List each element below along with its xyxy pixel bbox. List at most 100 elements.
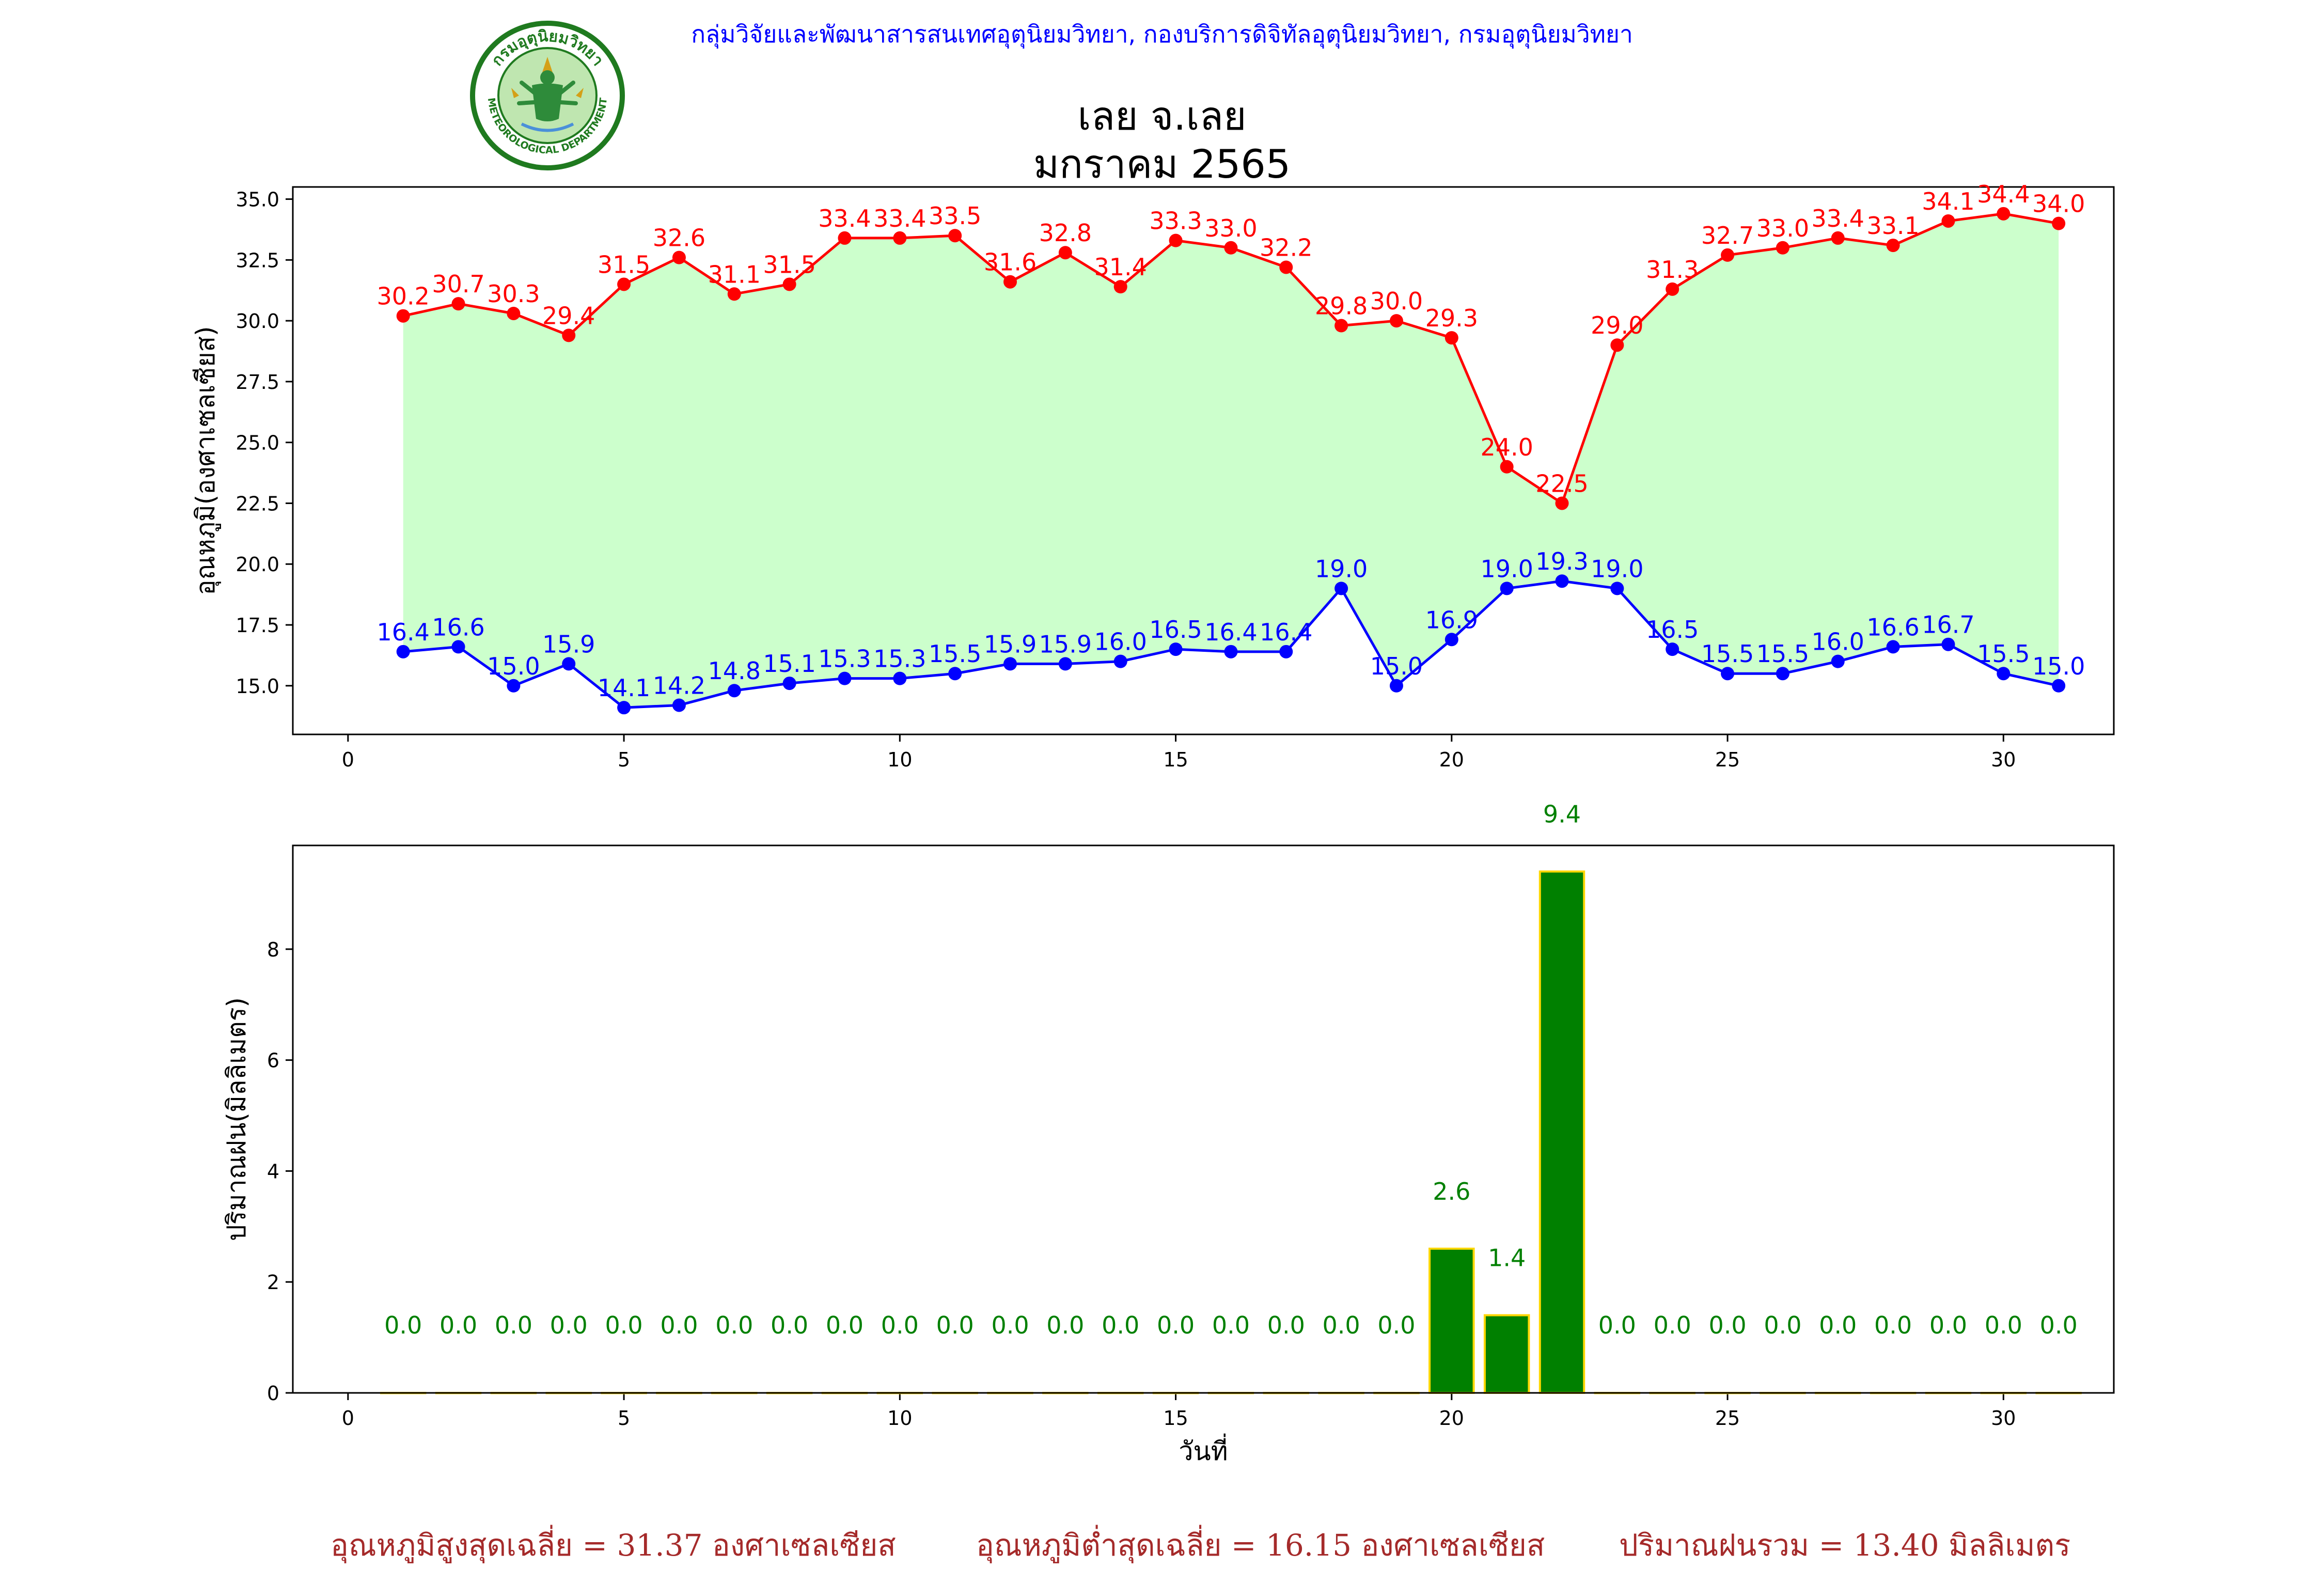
temp-ytick-label-6: 30.0 xyxy=(235,310,279,333)
rain-bar-20 xyxy=(1428,1247,1475,1394)
rain-label-27: 0.0 xyxy=(1819,1311,1857,1339)
temp-min-label-10: 15.3 xyxy=(873,645,926,673)
temp-max-point-22 xyxy=(1555,496,1569,510)
rain-xtick-label-2: 10 xyxy=(887,1407,912,1430)
temp-max-label-10: 33.4 xyxy=(873,205,926,232)
temp-max-label-20: 29.3 xyxy=(1425,304,1478,332)
temp-max-label-11: 33.5 xyxy=(929,202,981,230)
rain-label-14: 0.0 xyxy=(1102,1311,1139,1339)
rain-label-13: 0.0 xyxy=(1046,1311,1084,1339)
temp-max-label-18: 29.8 xyxy=(1315,292,1368,320)
temp-max-label-4: 29.4 xyxy=(542,302,595,330)
temp-min-point-22 xyxy=(1555,574,1569,588)
temp-max-point-21 xyxy=(1500,460,1514,474)
rain-xtick-label-0: 0 xyxy=(342,1407,354,1430)
temp-min-label-22: 19.3 xyxy=(1535,547,1588,575)
temp-min-label-24: 16.5 xyxy=(1646,616,1699,644)
temp-max-point-19 xyxy=(1389,314,1403,328)
rain-label-17: 0.0 xyxy=(1267,1311,1305,1339)
temp-max-label-22: 22.5 xyxy=(1535,469,1588,497)
rainfall-chart: 0 5 10 15 20 25 30 0 2 4 6 8 0.0 0.0 0.0 0.0 0.0 0.0 0.0 0.… xyxy=(222,800,2115,1466)
temp-max-point-5 xyxy=(617,277,631,291)
temp-min-label-21: 19.0 xyxy=(1480,555,1533,583)
temp-min-point-21 xyxy=(1500,582,1514,595)
rain-label-5: 0.0 xyxy=(605,1311,643,1339)
temp-max-label-2: 30.7 xyxy=(432,270,484,298)
avg-max-summary: อุณหภูมิสูงสุดเฉลี่ย = 31.37 องศาเซลเซีย… xyxy=(331,1528,896,1563)
temp-max-label-6: 32.6 xyxy=(653,224,705,252)
temp-min-point-16 xyxy=(1224,645,1238,658)
temp-max-point-15 xyxy=(1169,233,1183,247)
temp-min-label-4: 15.9 xyxy=(542,630,595,658)
temp-min-point-30 xyxy=(1997,667,2011,681)
rain-label-31: 0.0 xyxy=(2040,1311,2078,1339)
temp-min-point-1 xyxy=(396,645,410,658)
temp-fill-between xyxy=(403,213,2059,708)
temp-min-label-23: 19.0 xyxy=(1591,555,1643,583)
temp-max-point-30 xyxy=(1997,207,2011,221)
temp-min-point-29 xyxy=(1941,637,1955,651)
temp-max-point-9 xyxy=(838,231,852,245)
rain-label-21: 1.4 xyxy=(1488,1244,1526,1272)
temp-plot-frame xyxy=(292,186,2115,735)
rain-xtick-label-4: 20 xyxy=(1439,1407,1464,1430)
temp-max-point-24 xyxy=(1666,282,1679,296)
temp-min-label-13: 15.9 xyxy=(1039,630,1092,658)
temp-ylabel: อุณหภูมิ(องศาเซลเซียส) xyxy=(191,326,221,595)
temp-min-point-10 xyxy=(893,671,907,685)
avg-min-summary: อุณหภูมิต่ำสุดเฉลี่ย = 16.15 องศาเซลเซีย… xyxy=(976,1528,1545,1563)
temp-max-label-29: 34.1 xyxy=(1922,187,1974,215)
rain-ytick-label-4: 8 xyxy=(267,938,279,961)
temp-xtick-label-5: 25 xyxy=(1715,748,1740,771)
temp-ytick-label-8: 35.0 xyxy=(235,189,279,211)
temp-min-label-14: 16.0 xyxy=(1094,628,1147,656)
temp-max-point-16 xyxy=(1224,241,1238,255)
temp-min-point-25 xyxy=(1721,667,1735,681)
temp-min-point-17 xyxy=(1279,645,1293,658)
rain-bar-22 xyxy=(1538,870,1585,1394)
rain-ytick-label-3: 6 xyxy=(267,1049,279,1072)
temp-xtick-label-6: 30 xyxy=(1991,748,2016,771)
temp-min-label-5: 14.1 xyxy=(598,674,650,702)
temp-min-label-25: 15.5 xyxy=(1701,640,1754,668)
temp-max-point-29 xyxy=(1941,214,1955,228)
rain-label-24: 0.0 xyxy=(1654,1311,1691,1339)
temp-max-point-6 xyxy=(672,250,686,264)
temp-ytick-label-5: 27.5 xyxy=(235,371,279,394)
temp-max-label-14: 31.4 xyxy=(1094,253,1147,281)
temp-max-label-16: 33.0 xyxy=(1204,214,1257,242)
temp-min-label-27: 16.0 xyxy=(1812,628,1864,656)
rain-ytick-label-1: 2 xyxy=(267,1271,279,1294)
rain-label-16: 0.0 xyxy=(1212,1311,1250,1339)
temp-max-point-25 xyxy=(1721,248,1735,262)
temp-max-point-31 xyxy=(2052,216,2066,230)
temp-min-label-19: 15.0 xyxy=(1370,652,1423,680)
tmd-logo: กรมอุตุนิยมวิทยา METEOROLOGICAL DEPARTME… xyxy=(470,21,625,170)
rain-label-29: 0.0 xyxy=(1929,1311,1967,1339)
agency-header: กลุ่มวิจัยและพัฒนาสารสนเทศอุตุนิยมวิทยา,… xyxy=(691,20,1633,48)
rain-label-9: 0.0 xyxy=(826,1311,863,1339)
temp-min-label-20: 16.9 xyxy=(1425,606,1478,634)
temp-max-label-8: 31.5 xyxy=(763,250,815,278)
rain-label-11: 0.0 xyxy=(936,1311,974,1339)
temp-min-label-12: 15.9 xyxy=(984,630,1037,658)
rain-label-15: 0.0 xyxy=(1157,1311,1195,1339)
temp-min-point-11 xyxy=(948,667,962,681)
temp-max-point-4 xyxy=(562,328,576,342)
temp-max-point-28 xyxy=(1886,239,1900,253)
temp-min-point-19 xyxy=(1389,679,1403,693)
temp-max-point-14 xyxy=(1113,280,1127,294)
temp-max-label-21: 24.0 xyxy=(1480,433,1533,461)
temp-min-point-24 xyxy=(1666,642,1679,656)
temp-ytick-label-7: 32.5 xyxy=(235,249,279,272)
rain-label-20: 2.6 xyxy=(1433,1178,1470,1205)
temp-min-point-5 xyxy=(617,701,631,715)
temp-ytick-label-0: 15.0 xyxy=(235,675,279,698)
rain-xtick-label-1: 5 xyxy=(618,1407,630,1430)
temp-min-point-7 xyxy=(727,684,741,698)
rain-label-19: 0.0 xyxy=(1377,1311,1415,1339)
temp-max-label-23: 29.0 xyxy=(1591,311,1643,339)
rain-label-26: 0.0 xyxy=(1764,1311,1801,1339)
temp-min-label-29: 16.7 xyxy=(1922,611,1974,639)
